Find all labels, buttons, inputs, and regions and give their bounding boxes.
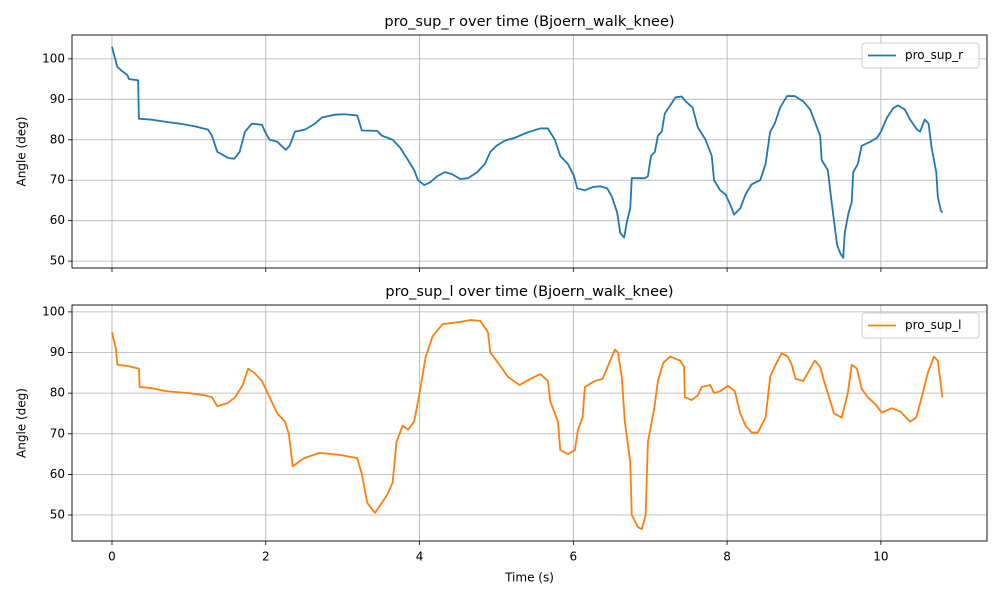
y-tick-label: 90 xyxy=(50,345,65,359)
plot-frame xyxy=(71,304,988,542)
x-tick-label: 4 xyxy=(416,550,424,564)
y-tick-label: 70 xyxy=(50,426,65,440)
chart-title: pro_sup_l over time (Bjoern_walk_knee) xyxy=(385,284,673,300)
y-tick-label: 80 xyxy=(50,386,65,400)
y-tick-label: 100 xyxy=(42,304,65,318)
y-tick-label: 80 xyxy=(50,132,65,146)
x-tick-label: 8 xyxy=(723,550,731,564)
x-tick-label: 2 xyxy=(262,550,270,564)
legend-box xyxy=(861,42,980,69)
y-tick-label: 50 xyxy=(50,254,65,268)
y-tick-label: 90 xyxy=(50,92,65,106)
y-axis-label: Angle (deg) xyxy=(15,388,29,458)
x-axis-label: Time (s) xyxy=(504,571,554,585)
chart-title: pro_sup_r over time (Bjoern_walk_knee) xyxy=(384,14,674,30)
legend-label: pro_sup_r xyxy=(905,48,963,62)
plot-frame xyxy=(71,34,988,269)
x-tick-label: 10 xyxy=(873,550,888,564)
data-line xyxy=(111,319,944,531)
legend-label: pro_sup_l xyxy=(905,318,961,332)
y-tick-label: 60 xyxy=(50,467,65,481)
y-tick-label: 100 xyxy=(42,51,65,65)
y-tick-label: 60 xyxy=(50,213,65,227)
x-tick-label: 0 xyxy=(108,550,116,564)
y-tick-label: 50 xyxy=(50,508,65,522)
legend-box xyxy=(861,312,980,339)
y-axis-label: Angle (deg) xyxy=(15,117,29,187)
x-tick-label: 6 xyxy=(570,550,578,564)
data-line xyxy=(111,46,944,259)
y-tick-label: 70 xyxy=(50,173,65,187)
